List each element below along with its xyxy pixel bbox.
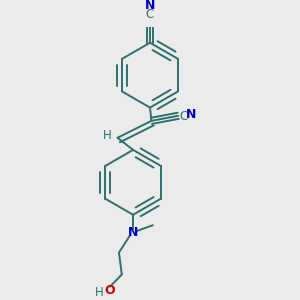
Text: N: N: [128, 226, 138, 239]
Text: N: N: [145, 0, 155, 12]
Text: O: O: [105, 284, 115, 297]
Text: H: H: [95, 286, 103, 299]
Text: C: C: [146, 8, 154, 21]
Text: H: H: [103, 129, 111, 142]
Text: C: C: [179, 110, 188, 123]
Text: N: N: [186, 108, 196, 121]
